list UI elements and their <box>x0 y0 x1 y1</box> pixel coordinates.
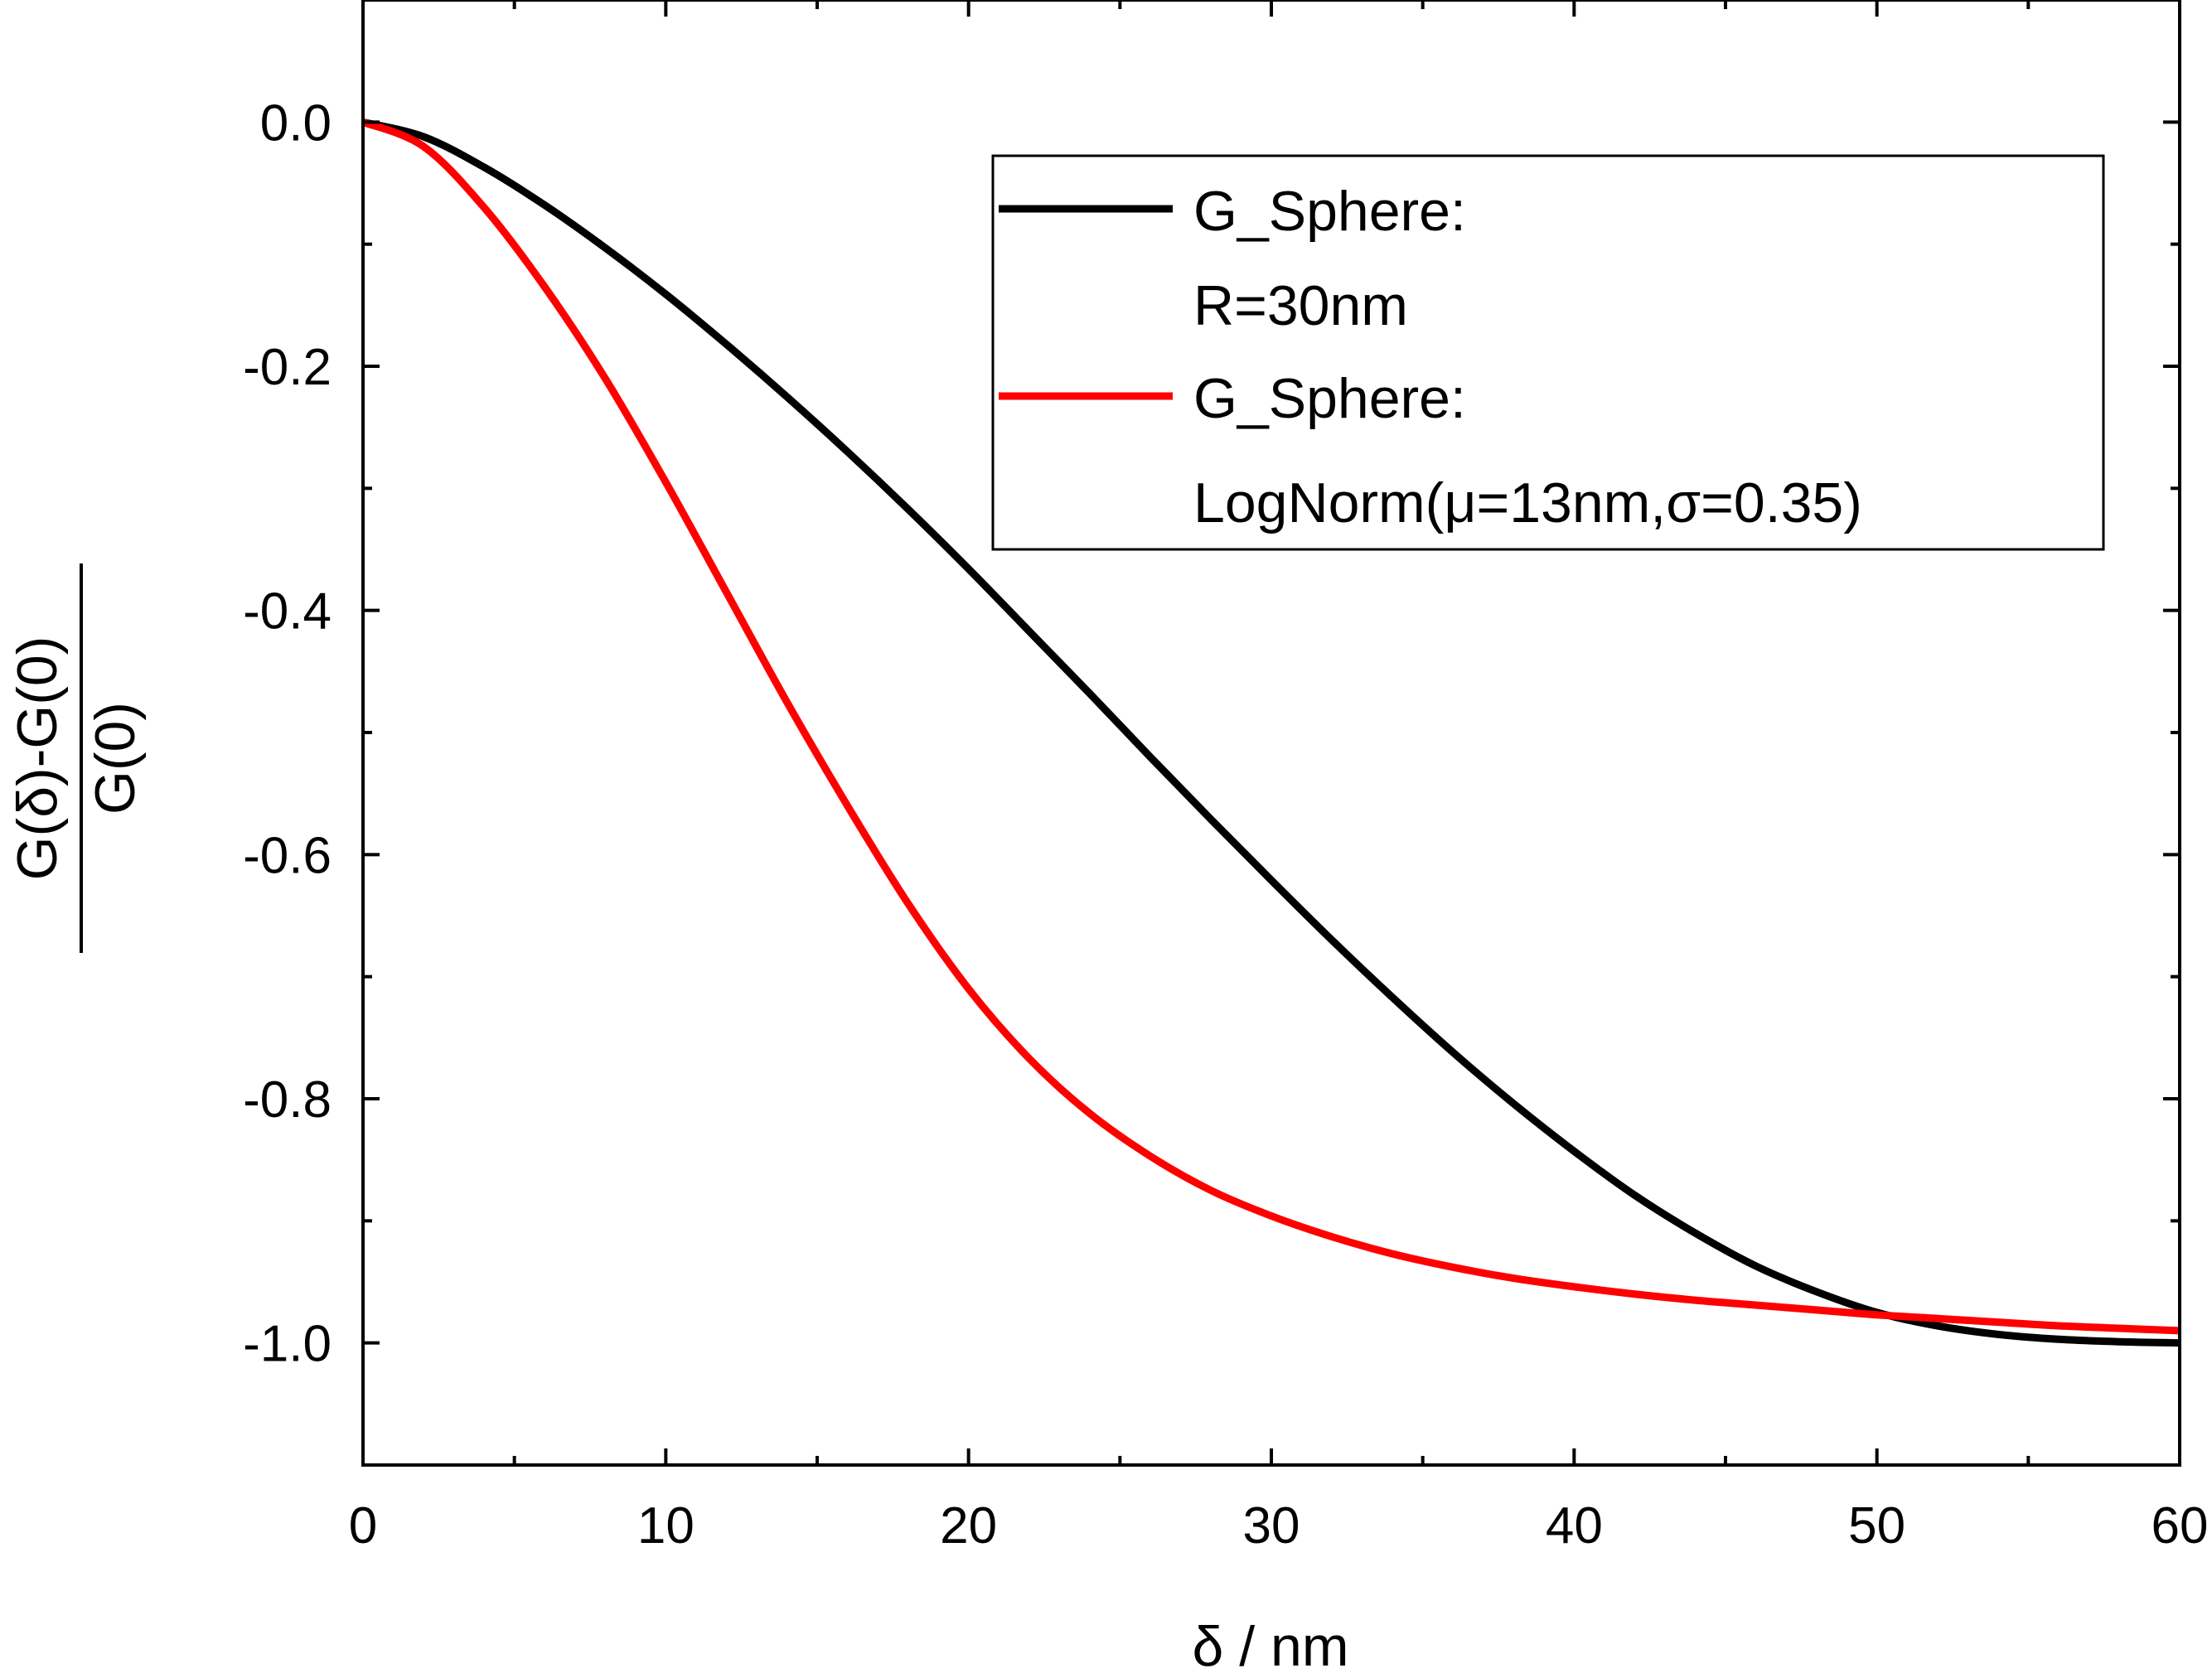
series-line-g-sphere-lognorm <box>361 118 2181 1335</box>
legend-label-0-line-1: G_Sphere: <box>1193 180 1466 243</box>
x-tick-label: 0 <box>349 1497 377 1555</box>
series-line-g-sphere-r30 <box>361 118 2181 1347</box>
x-tick-label: 10 <box>637 1497 695 1555</box>
legend-label-0-line-2: R=30nm <box>1193 274 1408 337</box>
x-tick-label: 40 <box>1546 1497 1603 1555</box>
legend-label-1-line-2: LogNorm(μ=13nm,σ=0.35) <box>1193 471 1862 534</box>
x-tick-label: 20 <box>940 1497 997 1555</box>
y-tick-label: -0.8 <box>243 1071 332 1129</box>
legend-label-1-line-1: G_Sphere: <box>1193 367 1466 430</box>
ticks-layer: 0 10 20 30 40 50 60 0.0 -0.2 -0.4 -0.6 -0.8 -1.0 <box>243 0 2208 1555</box>
legend-box <box>991 154 2105 551</box>
y-axis-label: G(δ)-G(0) G(0) <box>6 563 147 953</box>
x-tick-label: 60 <box>2151 1497 2209 1555</box>
y-tick-label: -0.2 <box>243 339 332 396</box>
series-layer <box>361 118 2181 1347</box>
x-axis-label: δ / nm <box>1193 1615 1349 1673</box>
plot-frame <box>361 0 2181 1467</box>
x-tick-label: 50 <box>1848 1497 1905 1555</box>
x-tick-label: 30 <box>1243 1497 1300 1555</box>
y-tick-label: -0.4 <box>243 583 332 641</box>
y-axis-label-numerator: G(δ)-G(0) <box>6 636 69 881</box>
y-tick-label: -1.0 <box>243 1316 332 1373</box>
y-axis-label-denominator: G(0) <box>84 702 147 815</box>
legend: G_Sphere: R=30nm G_Sphere: LogNorm(μ=13n… <box>991 154 2105 551</box>
y-tick-label: 0.0 <box>260 94 332 152</box>
y-tick-label: -0.6 <box>243 827 332 884</box>
